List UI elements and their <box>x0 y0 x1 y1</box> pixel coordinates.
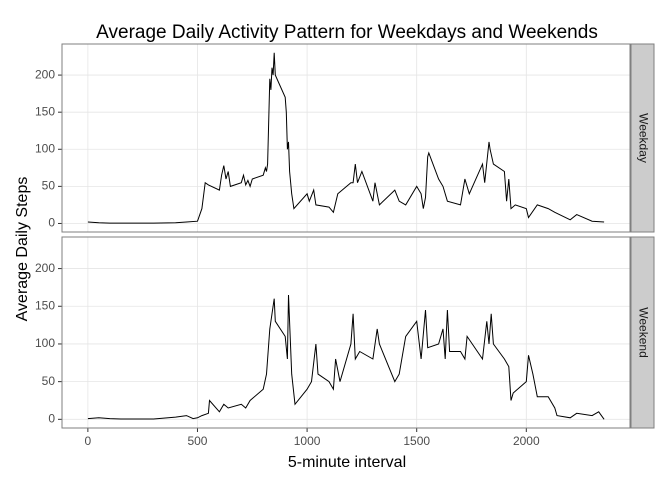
y-axis-label: Average Daily Steps <box>14 177 31 322</box>
x-tick-label: 1500 <box>403 434 430 448</box>
strip <box>630 236 655 429</box>
x-axis-label: 5-minute interval <box>288 454 406 471</box>
y-tick-label: 0 <box>48 216 55 230</box>
y-tick-label: 0 <box>48 412 55 426</box>
strip <box>630 43 655 233</box>
x-tick-label: 1000 <box>294 434 321 448</box>
panel-border <box>61 236 631 429</box>
y-tick-label: 50 <box>42 374 56 388</box>
y-tick-label: 200 <box>35 67 55 81</box>
y-tick-label: 150 <box>35 104 55 118</box>
strip-label: Weekday <box>636 113 650 163</box>
y-tick-label: 100 <box>35 141 55 155</box>
chart-title: Average Daily Activity Pattern for Weekd… <box>96 22 598 43</box>
strip-label: Weekend <box>636 307 650 357</box>
panel <box>62 44 630 232</box>
x-tick-label: 2000 <box>513 434 540 448</box>
y-tick-label: 100 <box>35 336 55 350</box>
y-tick-label: 50 <box>42 179 56 193</box>
line <box>87 294 605 420</box>
y-tick-label: 200 <box>35 261 55 275</box>
y-tick-label: 150 <box>35 298 55 312</box>
line <box>87 52 605 224</box>
x-tick-label: 500 <box>187 434 207 448</box>
panel-border <box>61 43 631 233</box>
x-tick-label: 0 <box>85 434 92 448</box>
panel <box>62 237 630 428</box>
